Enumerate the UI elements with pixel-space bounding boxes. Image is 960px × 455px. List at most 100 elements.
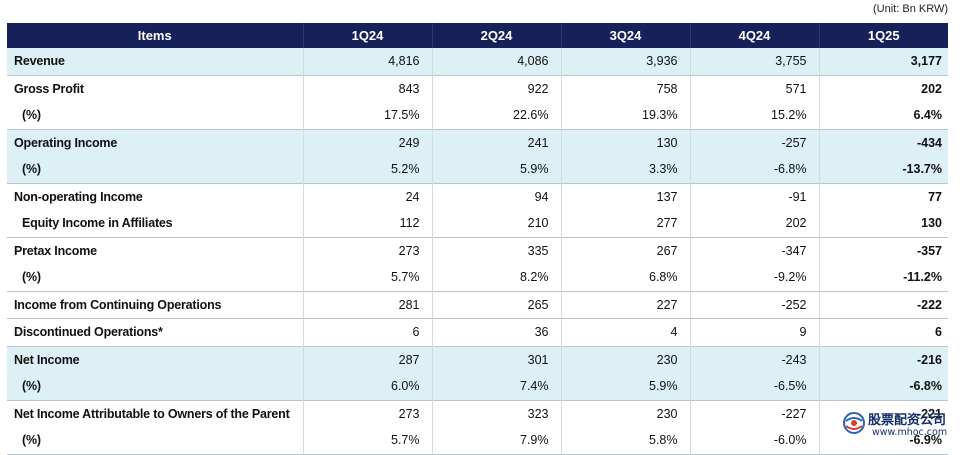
cell-value: 267: [560, 236, 690, 264]
cell-value: 130: [560, 128, 690, 156]
cell-value: -6.5%: [689, 373, 819, 400]
cell-value: 922: [431, 74, 561, 102]
table-row: (%) 5.7% 8.2% 6.8% -9.2% -11.2%: [7, 264, 948, 291]
cell-value: 6.0%: [302, 373, 432, 400]
row-label: Net Income Attributable to Owners of the…: [7, 399, 303, 427]
header-3q24: 3Q24: [561, 23, 691, 48]
row-label: Equity Income in Affiliates: [22, 216, 173, 230]
row-label: Operating Income: [7, 128, 303, 156]
table-row: Operating Income 249 241 130 -257 -434: [7, 128, 948, 156]
cell-value: 24: [302, 182, 432, 210]
cell-value: 227: [560, 290, 690, 319]
cell-value: -13.7%: [818, 156, 948, 183]
watermark-url: www.mhoc.com: [872, 427, 948, 438]
cell-value: 4,086: [431, 48, 561, 75]
row-label: Gross Profit: [7, 74, 303, 102]
cell-value: 5.2%: [302, 156, 432, 183]
cell-value: 210: [431, 210, 561, 237]
row-label: Income from Continuing Operations: [7, 290, 303, 319]
cell-value: 94: [431, 182, 561, 210]
income-statement-table: Items 1Q24 2Q24 3Q24 4Q24 1Q25 Revenue 4…: [7, 23, 948, 455]
header-4q24: 4Q24: [690, 23, 820, 48]
cell-value: -6.0%: [689, 427, 819, 455]
cell-value: 277: [560, 210, 690, 237]
table-row: Equity Income in Affiliates 112 210 277 …: [7, 210, 948, 237]
cell-value: 3,755: [689, 48, 819, 75]
cell-value: 3,177: [818, 48, 948, 75]
row-label: (%): [7, 373, 303, 400]
row-label: Pretax Income: [7, 236, 303, 264]
cell-value: -216: [818, 345, 948, 373]
table-row: Revenue 4,816 4,086 3,936 3,755 3,177: [7, 48, 948, 75]
cell-value: -6.8%: [818, 373, 948, 400]
cell-value: 5.9%: [560, 373, 690, 400]
table-row: (%) 5.2% 5.9% 3.3% -6.8% -13.7%: [7, 156, 948, 183]
cell-value: -243: [689, 345, 819, 373]
cell-value: -221: [818, 399, 948, 427]
row-label: Non-operating Income: [7, 182, 303, 210]
cell-value: 6.8%: [560, 264, 690, 291]
cell-value: 3,936: [560, 48, 690, 75]
cell-value: 230: [560, 399, 690, 427]
row-label: Net Income: [7, 345, 303, 373]
cell-value: -91: [689, 182, 819, 210]
cell-value: 287: [302, 345, 432, 373]
header-2q24: 2Q24: [432, 23, 562, 48]
cell-value: 130: [818, 210, 948, 237]
cell-value: 335: [431, 236, 561, 264]
cell-value: 4,816: [302, 48, 432, 75]
cell-value: -222: [818, 290, 948, 319]
watermark: 股票配资公司 www.mhoc.com: [842, 408, 954, 442]
row-label: Discontinued Operations*: [7, 318, 303, 346]
cell-value: 8.2%: [431, 264, 561, 291]
cell-value: 571: [689, 74, 819, 102]
cell-value: 137: [560, 182, 690, 210]
cell-value: -11.2%: [818, 264, 948, 291]
cell-value: 3.3%: [560, 156, 690, 183]
cell-value: 112: [302, 210, 432, 237]
cell-value: 6: [818, 318, 948, 346]
watermark-title: 股票配资公司: [868, 413, 947, 428]
cell-value: 7.9%: [431, 427, 561, 455]
cell-value: 19.3%: [560, 102, 690, 129]
table-row: Income from Continuing Operations 281 26…: [7, 290, 948, 319]
cell-value: -257: [689, 128, 819, 156]
cell-value: 5.7%: [302, 264, 432, 291]
row-label: (%): [7, 427, 303, 455]
cell-value: 265: [431, 290, 561, 319]
table-row: Non-operating Income 24 94 137 -91 77: [7, 182, 948, 210]
table-row: (%) 17.5% 22.6% 19.3% 15.2% 6.4%: [7, 102, 948, 129]
row-label: (%): [7, 156, 303, 183]
cell-value: 36: [431, 318, 561, 346]
cell-value: 301: [431, 345, 561, 373]
cell-value: 17.5%: [302, 102, 432, 129]
cell-value: -6.8%: [689, 156, 819, 183]
cell-value: 5.9%: [431, 156, 561, 183]
table-row: Discontinued Operations* 6 36 4 9 6: [7, 318, 948, 346]
cell-value: 758: [560, 74, 690, 102]
cell-value: 323: [431, 399, 561, 427]
cell-value: 202: [818, 74, 948, 102]
cell-value: 249: [302, 128, 432, 156]
row-label: (%): [22, 270, 41, 284]
cell-value: -227: [689, 399, 819, 427]
cell-value: 6: [302, 318, 432, 346]
table-row: (%) 6.0% 7.4% 5.9% -6.5% -6.8%: [7, 373, 948, 400]
cell-value: 9: [689, 318, 819, 346]
table-row: Net Income Attributable to Owners of the…: [7, 399, 948, 427]
table-row: (%) 5.7% 7.9% 5.8% -6.0% -6.9%: [7, 427, 948, 455]
cell-value: 6.4%: [818, 102, 948, 129]
table-row: Gross Profit 843 922 758 571 202: [7, 74, 948, 102]
cell-value: 5.7%: [302, 427, 432, 455]
table-row: Net Income 287 301 230 -243 -216: [7, 345, 948, 373]
cell-value: -9.2%: [689, 264, 819, 291]
cell-value: -347: [689, 236, 819, 264]
cell-value: 241: [431, 128, 561, 156]
cell-value: 230: [560, 345, 690, 373]
table-header-row: Items 1Q24 2Q24 3Q24 4Q24 1Q25: [7, 23, 948, 48]
header-items: Items: [7, 23, 304, 48]
cell-value: -252: [689, 290, 819, 319]
cell-value: 202: [689, 210, 819, 237]
table-row: Pretax Income 273 335 267 -347 -357: [7, 236, 948, 264]
cell-value: 273: [302, 399, 432, 427]
